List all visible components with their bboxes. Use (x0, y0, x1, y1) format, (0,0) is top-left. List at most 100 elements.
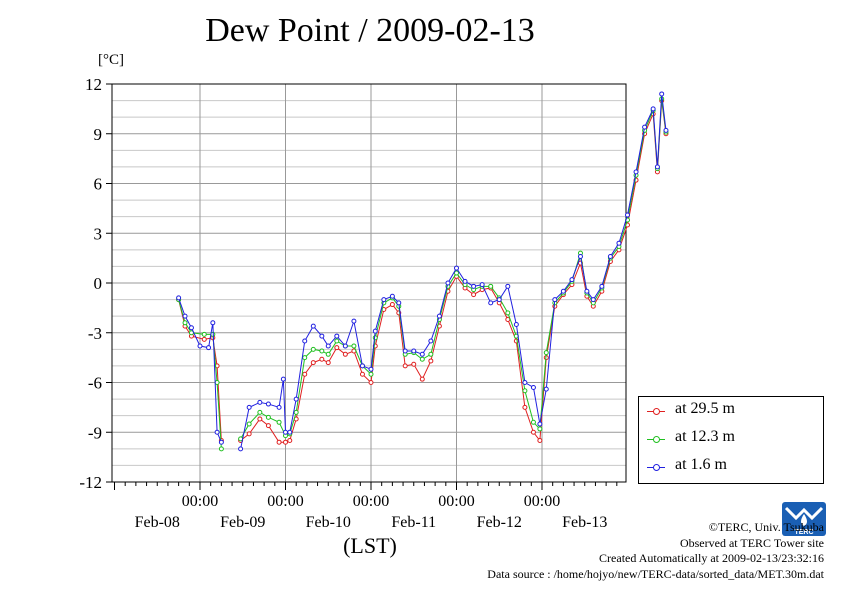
y-tick-label: 0 (94, 274, 103, 293)
data-point-0 (246, 431, 252, 437)
data-point-2 (257, 399, 263, 405)
legend-marker-29-5m (653, 408, 660, 415)
data-point-1 (319, 348, 325, 354)
credits-data-source: Data source : /home/hojyo/new/TERC-data/… (487, 566, 824, 581)
x-tick-date-label: Feb-13 (562, 514, 607, 531)
data-point-0 (310, 360, 316, 366)
data-point-2 (654, 164, 660, 170)
data-point-2 (368, 366, 374, 372)
data-point-2 (389, 293, 395, 299)
data-point-2 (381, 297, 387, 303)
data-point-2 (560, 288, 566, 294)
data-point-2 (590, 297, 596, 303)
data-point-2 (265, 401, 271, 407)
series-line-2 (240, 93, 667, 449)
data-point-2 (334, 333, 340, 339)
data-point-2 (325, 343, 331, 349)
data-point-2 (505, 283, 511, 289)
data-point-2 (522, 380, 528, 385)
data-point-2 (462, 278, 468, 284)
data-point-2 (584, 288, 590, 294)
data-point-1 (368, 371, 374, 377)
data-point-1 (257, 409, 263, 415)
data-point-2 (454, 265, 459, 271)
data-point-2 (411, 348, 417, 354)
data-point-2 (372, 328, 378, 334)
data-point-2 (642, 124, 648, 130)
x-tick-date-label: Feb-10 (306, 514, 351, 531)
y-tick-label: -9 (88, 423, 102, 442)
data-point-2 (342, 343, 348, 349)
x-tick-time-label: 00:00 (438, 493, 474, 510)
data-point-2 (479, 282, 485, 288)
credits-copyright: ©TERC, Univ. Tsukuba (708, 520, 824, 534)
x-tick-date-label: Feb-09 (220, 514, 265, 531)
data-point-1 (293, 409, 299, 415)
data-point-1 (265, 414, 271, 420)
data-point-2 (607, 253, 613, 259)
logo-text: TERC (794, 529, 813, 536)
x-tick-time-label: 00:00 (524, 493, 560, 510)
data-point-2 (280, 376, 286, 382)
data-point-2 (577, 253, 583, 259)
data-point-1 (488, 283, 494, 289)
data-point-0 (389, 302, 395, 308)
data-point-1 (454, 270, 459, 276)
data-point-1 (537, 426, 543, 432)
data-point-2 (214, 429, 220, 435)
data-point-0 (537, 438, 543, 444)
data-point-2 (238, 446, 244, 452)
data-point-0 (319, 356, 325, 362)
data-point-1 (218, 446, 224, 452)
data-point-0 (428, 358, 434, 364)
credits-block: ©TERC, Univ. Tsukuba Observed at TERC To… (487, 520, 824, 582)
data-point-2 (513, 321, 519, 327)
data-point-2 (396, 300, 402, 306)
x-tick-date-label: Feb-11 (391, 514, 436, 531)
data-point-1 (201, 331, 207, 337)
data-point-2 (552, 297, 558, 303)
data-point-2 (428, 338, 434, 344)
data-point-1 (419, 356, 425, 362)
data-point-2 (445, 280, 451, 286)
data-point-2 (310, 323, 316, 329)
credits-created: Created Automatically at 2009-02-13/23:3… (599, 551, 824, 565)
y-tick-label: 6 (94, 175, 103, 194)
data-point-1 (428, 351, 434, 357)
legend-item-29-5m: at 29.5 m (639, 398, 823, 424)
data-point-2 (663, 127, 669, 133)
y-tick-label: -3 (88, 324, 102, 343)
data-point-2 (287, 429, 293, 435)
data-point-2 (471, 283, 477, 289)
data-point-2 (206, 345, 212, 351)
y-tick-label: 3 (94, 224, 103, 243)
data-point-0 (411, 361, 417, 367)
data-point-2 (569, 277, 575, 283)
credits-observed: Observed at TERC Tower site (679, 535, 824, 550)
data-point-1 (334, 338, 340, 344)
data-point-0 (334, 345, 340, 351)
data-point-0 (325, 360, 331, 366)
data-point-2 (182, 313, 188, 319)
data-point-0 (265, 423, 271, 429)
data-point-0 (522, 404, 528, 410)
terc-logo: TERC (782, 502, 826, 536)
x-tick-time-label: 00:00 (353, 493, 389, 510)
x-tick-time-label: 00:00 (267, 493, 303, 510)
data-point-1 (276, 419, 282, 425)
data-point-0 (287, 438, 293, 444)
y-tick-label: -12 (79, 473, 102, 492)
data-point-1 (351, 343, 357, 349)
data-point-2 (276, 404, 282, 410)
data-point-2 (496, 297, 502, 303)
data-point-2 (293, 396, 299, 402)
data-point-0 (419, 376, 425, 382)
data-point-1 (246, 421, 252, 427)
data-point-2 (283, 429, 288, 435)
series-line-0 (240, 100, 667, 443)
data-point-2 (419, 351, 425, 357)
data-point-0 (368, 380, 374, 385)
y-tick-label: 12 (85, 75, 102, 94)
data-point-2 (488, 300, 494, 306)
data-point-2 (218, 439, 224, 445)
